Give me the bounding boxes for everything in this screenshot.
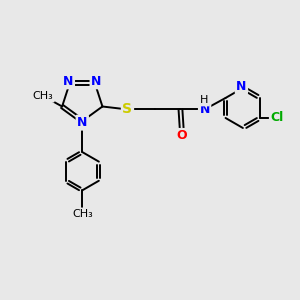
- Text: N: N: [236, 80, 247, 93]
- Text: CH₃: CH₃: [72, 209, 93, 219]
- Text: N: N: [200, 103, 210, 116]
- Text: Cl: Cl: [270, 112, 284, 124]
- Text: S: S: [122, 102, 133, 116]
- Text: N: N: [77, 116, 88, 129]
- Text: O: O: [177, 129, 187, 142]
- Text: N: N: [63, 75, 74, 88]
- Text: N: N: [91, 75, 101, 88]
- Text: H: H: [200, 95, 208, 105]
- Text: CH₃: CH₃: [33, 91, 53, 101]
